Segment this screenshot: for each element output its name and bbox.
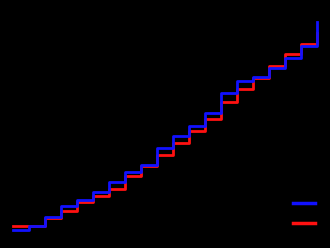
Legend: , : , (293, 197, 316, 231)
